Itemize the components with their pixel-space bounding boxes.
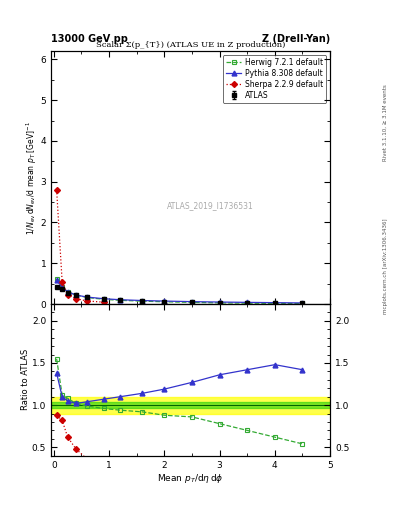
Herwig 7.2.1 default [118,297,123,304]
Pythia 8.308 default [162,298,167,304]
Text: ATLAS_2019_I1736531: ATLAS_2019_I1736531 [167,201,253,210]
Herwig 7.2.1 default [272,301,277,307]
Y-axis label: $1/N_\mathrm{ev}\,\mathrm{d}N_\mathrm{ev}/\mathrm{d}$ mean $p_T$ [GeV]$^{-1}$: $1/N_\mathrm{ev}\,\mathrm{d}N_\mathrm{ev… [25,120,39,234]
Title: Scalar Σ(p_{T}) (ATLAS UE in Z production): Scalar Σ(p_{T}) (ATLAS UE in Z productio… [96,41,285,49]
Line: Sherpa 2.2.9 default: Sherpa 2.2.9 default [55,188,106,304]
Pythia 8.308 default [118,296,123,303]
Herwig 7.2.1 default [217,300,222,306]
Herwig 7.2.1 default [65,289,70,295]
Bar [51,402,330,409]
Pythia 8.308 default [60,284,64,290]
Sherpa 2.2.9 default [101,299,106,305]
Text: Z (Drell-Yan): Z (Drell-Yan) [262,33,330,44]
Herwig 7.2.1 default [84,294,89,301]
Pythia 8.308 default [84,294,89,300]
Legend: Herwig 7.2.1 default, Pythia 8.308 default, Sherpa 2.2.9 default, ATLAS: Herwig 7.2.1 default, Pythia 8.308 defau… [223,55,326,103]
Pythia 8.308 default [245,300,250,306]
Herwig 7.2.1 default [140,298,145,304]
X-axis label: Mean $p_T$/d$\eta\,\mathrm{d}\phi$: Mean $p_T$/d$\eta\,\mathrm{d}\phi$ [157,472,224,485]
Herwig 7.2.1 default [54,275,59,282]
Pythia 8.308 default [73,292,78,298]
Line: Herwig 7.2.1 default: Herwig 7.2.1 default [54,276,305,306]
Pythia 8.308 default [140,297,145,304]
Y-axis label: Ratio to ATLAS: Ratio to ATLAS [22,349,31,411]
Herwig 7.2.1 default [73,292,78,298]
Pythia 8.308 default [101,295,106,302]
Sherpa 2.2.9 default [60,279,64,285]
Text: Rivet 3.1.10, ≥ 3.1M events: Rivet 3.1.10, ≥ 3.1M events [383,84,387,161]
Pythia 8.308 default [217,299,222,305]
Text: 13000 GeV pp: 13000 GeV pp [51,33,128,44]
Herwig 7.2.1 default [190,300,195,306]
Sherpa 2.2.9 default [73,295,78,302]
Sherpa 2.2.9 default [84,298,89,304]
Herwig 7.2.1 default [300,301,305,307]
Bar [51,397,330,414]
Text: mcplots.cern.ch [arXiv:1306.3436]: mcplots.cern.ch [arXiv:1306.3436] [383,219,387,314]
Herwig 7.2.1 default [60,284,64,290]
Pythia 8.308 default [272,300,277,306]
Line: Pythia 8.308 default: Pythia 8.308 default [54,278,305,305]
Pythia 8.308 default [300,300,305,306]
Sherpa 2.2.9 default [65,292,70,298]
Herwig 7.2.1 default [101,296,106,303]
Pythia 8.308 default [54,278,59,284]
Pythia 8.308 default [190,298,195,305]
Herwig 7.2.1 default [245,300,250,306]
Herwig 7.2.1 default [162,298,167,305]
Pythia 8.308 default [65,289,70,295]
Sherpa 2.2.9 default [54,187,59,193]
